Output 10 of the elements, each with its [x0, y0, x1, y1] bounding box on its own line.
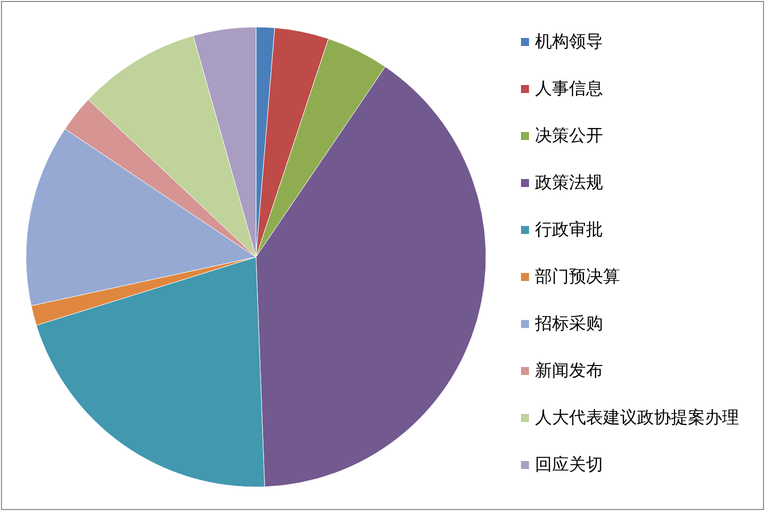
- legend-label: 政策法规: [535, 173, 603, 193]
- legend-label: 新闻发布: [535, 361, 603, 381]
- legend-label: 人大代表建议政协提案办理: [535, 408, 739, 428]
- legend-label: 回应关切: [535, 455, 603, 475]
- legend-label: 人事信息: [535, 79, 603, 99]
- legend-label: 机构领导: [535, 32, 603, 52]
- legend-label: 招标采购: [534, 314, 603, 334]
- legend-label: 决策公开: [535, 126, 603, 146]
- legend-label: 行政审批: [535, 220, 603, 240]
- legend-label: 部门预决算: [535, 267, 620, 287]
